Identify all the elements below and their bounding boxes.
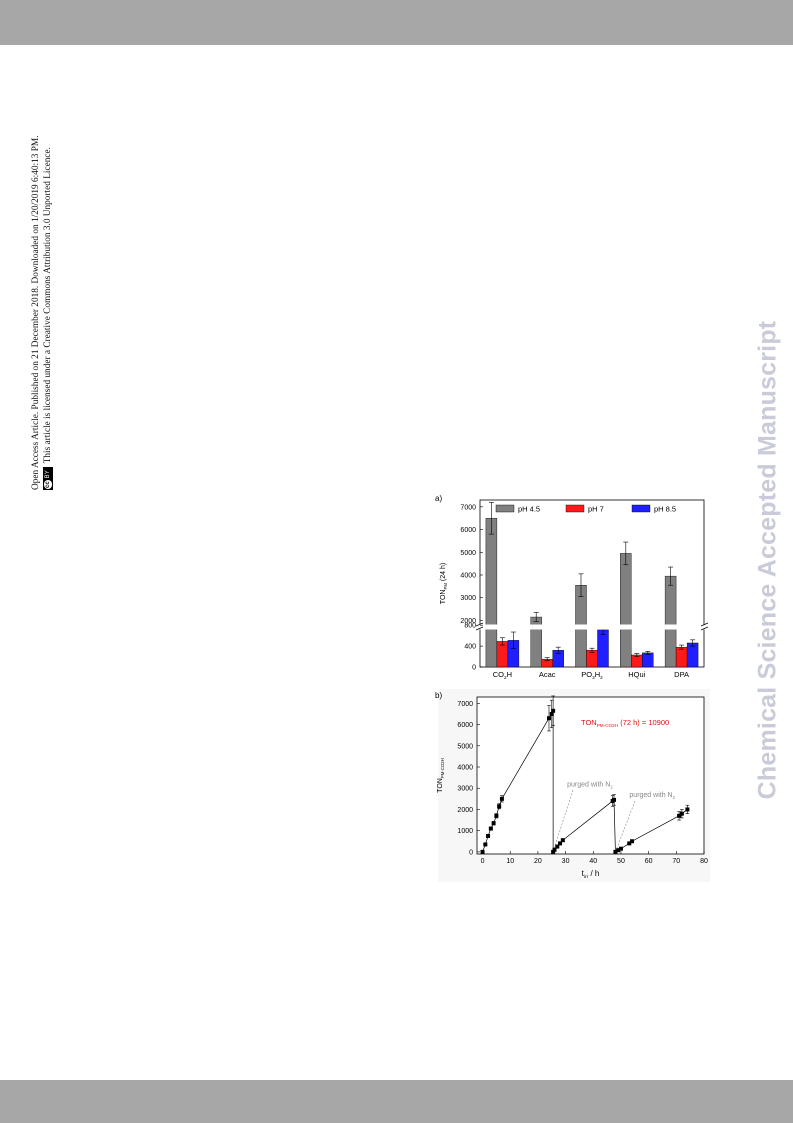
ton-annotation: TONPM-CO2H (72 h) = 10900 <box>581 718 669 728</box>
data-point <box>558 841 563 846</box>
bar-pH-4.5-CO2H <box>485 517 498 668</box>
x-tick-label: 80 <box>700 858 708 865</box>
data-point <box>616 848 621 853</box>
x-category-label: CO2H <box>493 670 512 680</box>
y-tick-label: 6000 <box>457 722 473 729</box>
panel-a-label: a) <box>435 494 442 503</box>
panel-b-frame <box>476 696 705 855</box>
licence-text[interactable]: This article is licensed under a Creativ… <box>43 147 53 464</box>
data-point <box>483 842 488 847</box>
legend-label: pH 8.5 <box>654 505 676 514</box>
y-tick-label: 3000 <box>460 595 476 602</box>
purge-label: purged with N2 <box>567 781 613 789</box>
data-point <box>491 821 496 826</box>
purge-indicator <box>552 789 574 852</box>
legend-swatch <box>495 504 515 513</box>
bar-pH-4.5-HQui <box>620 553 632 668</box>
figure: a) 2000 3000 4000 5000 6000 7000 0 400 800 CO2H Aca… <box>432 492 712 897</box>
break-mark <box>475 626 484 631</box>
x-category-label: PO3H2 <box>581 670 603 680</box>
legend-label: pH 4.5 <box>518 505 540 514</box>
panel-a: a) 2000 3000 4000 5000 6000 7000 0 400 800 CO2H Aca… <box>435 494 709 680</box>
cc-icon: cc <box>43 480 52 489</box>
panel-b-label: b) <box>435 691 442 700</box>
data-point <box>549 711 554 716</box>
break-mark <box>700 626 709 631</box>
data-point <box>499 796 504 801</box>
bar-pH-7-PO3H2 <box>586 650 598 668</box>
reset-drop-line <box>613 799 616 852</box>
bar-pH-8.5-PO3H2 <box>597 629 609 668</box>
axis-break-band <box>478 624 706 630</box>
bottom-gray-band <box>0 1080 793 1123</box>
data-point <box>551 849 556 854</box>
legend-swatch <box>631 504 651 513</box>
x-tick-label: 50 <box>617 858 625 865</box>
by-icon: BY <box>44 470 51 479</box>
y-tick-label: 7000 <box>457 701 473 708</box>
data-point <box>552 847 557 852</box>
y-tick-label: 1000 <box>457 828 473 835</box>
purge-indicator <box>615 799 636 852</box>
bar-pH-7-DPA <box>675 646 688 668</box>
y-tick-label: 5000 <box>460 550 476 557</box>
panel-b-y-label: TONPM-CO2H <box>437 758 445 793</box>
data-point <box>618 846 623 851</box>
purge-label: purged with N2 <box>629 792 675 800</box>
x-category-label: Acac <box>539 670 556 679</box>
data-point <box>486 833 491 838</box>
data-point <box>627 841 632 846</box>
x-category-label: DPA <box>674 670 689 679</box>
x-tick-label: 10 <box>506 858 514 865</box>
x-tick-label: 20 <box>534 858 542 865</box>
top-gray-band <box>0 0 793 45</box>
break-mark <box>700 622 709 627</box>
data-point <box>630 839 635 844</box>
y-tick-label: 2000 <box>457 807 473 814</box>
legend-swatch <box>565 504 585 513</box>
break-mark <box>475 622 484 627</box>
data-point <box>497 804 502 809</box>
x-tick-label: 40 <box>589 858 597 865</box>
data-point <box>613 849 618 854</box>
bar-pH-8.5-DPA <box>686 642 699 668</box>
y-tick-label: 7000 <box>460 504 476 511</box>
x-category-label: HQui <box>628 670 645 679</box>
data-point <box>551 708 556 713</box>
panel-b: b) 0 10 20 30 40 50 60 70 80 0 1000 2000 3000 4000 5000… <box>435 689 710 882</box>
y-tick-label: 0 <box>472 665 476 672</box>
panel-b-x-label: tirr / h <box>582 869 600 880</box>
data-point <box>679 811 684 816</box>
x-tick-label: 30 <box>562 858 570 865</box>
data-point <box>546 716 551 721</box>
data-point <box>677 813 682 818</box>
licence-line: ccBY This article is licensed under a Cre… <box>42 135 54 490</box>
y-tick-label: 400 <box>464 644 476 651</box>
cc-by-badge-icon[interactable]: ccBY <box>42 467 53 490</box>
y-tick-label: 5000 <box>457 743 473 750</box>
data-point <box>494 813 499 818</box>
data-point <box>488 826 493 831</box>
y-tick-label: 4000 <box>460 573 476 580</box>
legend-label: pH 7 <box>588 505 604 514</box>
y-tick-label: 6000 <box>460 527 476 534</box>
x-tick-label: 0 <box>481 858 485 865</box>
y-tick-label: 0 <box>469 849 473 856</box>
y-tick-label: 800 <box>464 623 476 630</box>
panel-a-y-label: TONPM (24 h) <box>440 563 448 604</box>
bar-pH-8.5-HQui <box>642 652 654 668</box>
y-tick-label: 2000 <box>460 618 476 625</box>
publication-line: Open Access Article. Published on 21 Dec… <box>31 135 41 490</box>
bar-pH-4.5-DPA <box>664 575 677 668</box>
data-point <box>685 807 690 812</box>
data-point <box>560 838 565 843</box>
x-tick-label: 70 <box>672 858 680 865</box>
x-tick-label: 60 <box>645 858 653 865</box>
data-point <box>480 849 485 854</box>
y-tick-label: 4000 <box>457 765 473 772</box>
y-tick-label: 3000 <box>457 786 473 793</box>
watermark-text: Chemical Science Accepted Manuscript <box>753 320 782 800</box>
data-point <box>555 844 560 849</box>
